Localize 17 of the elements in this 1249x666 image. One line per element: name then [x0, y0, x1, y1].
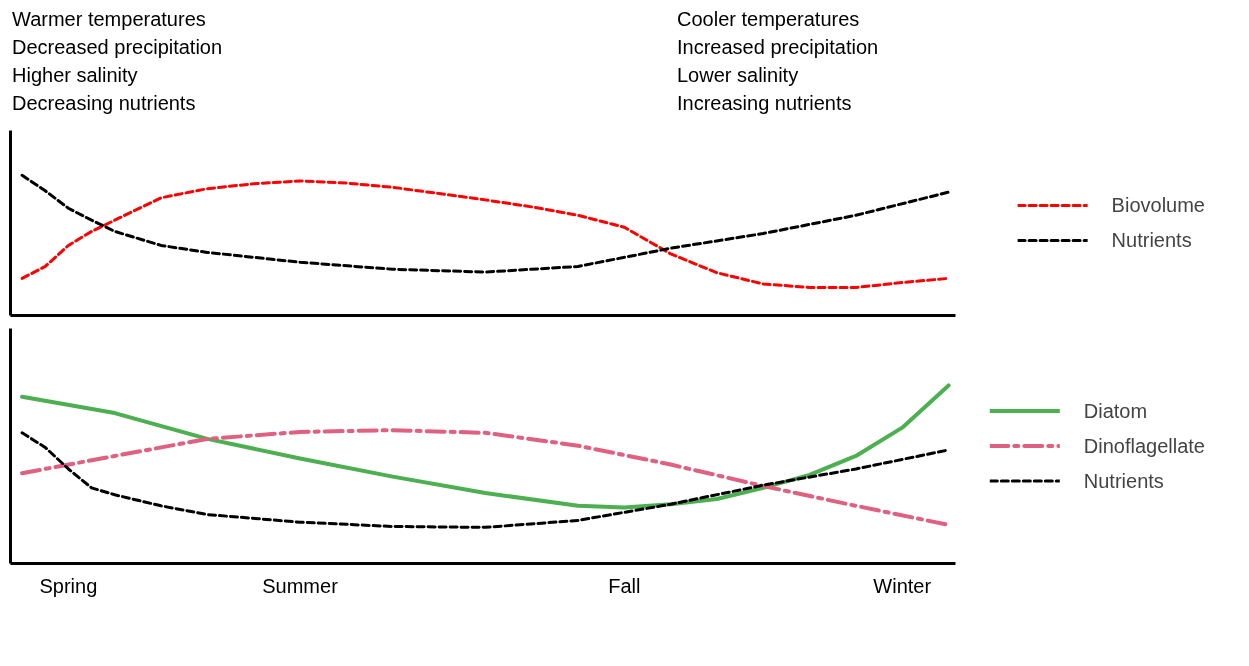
text: Cooler temperatures: [677, 8, 860, 30]
legend-label: Nutrients: [1083, 469, 1164, 492]
x-tick-label: Spring: [39, 574, 98, 597]
text: Lower salinity: [677, 64, 799, 86]
text: Higher salinity: [12, 64, 138, 86]
text: Decreased precipitation: [12, 36, 223, 58]
x-tick-label: Winter: [873, 574, 932, 597]
text: Decreasing nutrients: [12, 92, 196, 114]
legend-label: Biovolume: [1111, 193, 1205, 217]
legend-label: Dinoflagellate: [1083, 434, 1205, 457]
x-tick-label: Summer: [262, 574, 339, 597]
text: Increased precipitation: [677, 36, 879, 58]
legend-label: Diatom: [1083, 399, 1148, 422]
text: Increasing nutrients: [677, 92, 852, 114]
legend-label: Nutrients: [1111, 228, 1192, 252]
x-tick-label: Fall: [608, 574, 641, 597]
text: Warmer temperatures: [12, 8, 206, 30]
